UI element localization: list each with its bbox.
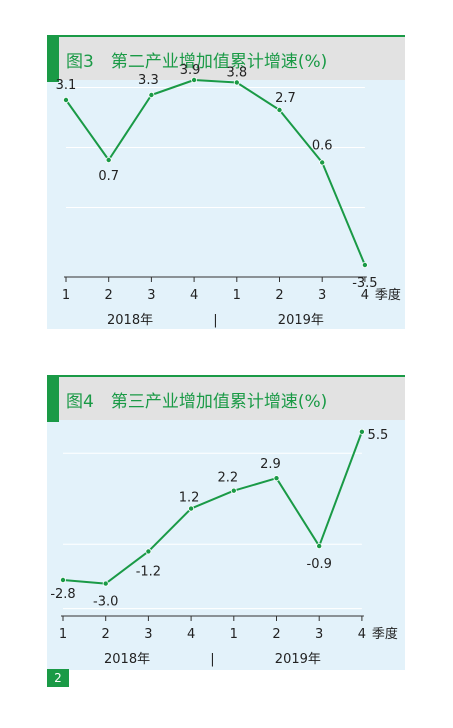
data-label: 5.5 [368,428,389,443]
data-label: -0.9 [307,557,332,572]
data-point [273,475,280,482]
data-label: 3.8 [226,66,247,81]
chart-1-header-accent [47,35,59,82]
x-tick-label: 1 [59,627,67,642]
data-label: 0.7 [98,169,119,184]
data-point [191,77,198,84]
data-label: 2.9 [260,457,281,472]
data-label: -3.5 [352,276,377,291]
chart-2-header: 图4 第三产业增加值累计增速(%) [47,375,405,422]
x-tick-label: 1 [62,288,70,303]
data-point [276,107,283,114]
series-line [62,431,363,585]
x-tick-label: 4 [358,627,366,642]
x-tick-label: 3 [318,288,326,303]
data-label: 2.7 [275,91,296,106]
data-label: 2.2 [217,471,238,486]
data-label: -2.8 [50,587,75,602]
x-tick-label: 4 [361,288,369,303]
x-tick-label: 2 [102,627,110,642]
data-point [316,543,323,550]
data-point [63,97,70,104]
data-point [361,261,368,268]
year-label: 2019年 [278,313,324,328]
page-number: 2 [47,669,69,687]
series-line [65,79,366,266]
year-label: 2018年 [104,652,150,667]
data-point [102,580,109,587]
data-point [60,577,67,584]
chart-2-title: 图4 第三产业增加值累计增速(%) [66,392,328,412]
x-tick-label: 4 [187,627,195,642]
data-label: 3.3 [138,73,159,88]
x-axis-label: 季度 [375,287,401,303]
chart-panel-1: 图3 第二产业增加值累计增速(%) [47,35,405,329]
year-label: 2019年 [275,652,321,667]
data-point [233,79,240,86]
year-separator: | [213,313,217,328]
x-tick-label: 3 [147,288,155,303]
x-axis-label: 季度 [372,626,398,642]
x-tick-label: 4 [190,288,198,303]
chart-1-title: 图3 第二产业增加值累计增速(%) [66,52,328,72]
x-tick-label: 1 [230,627,238,642]
data-point [105,156,112,163]
x-tick-label: 2 [275,288,283,303]
x-tick-label: 2 [105,288,113,303]
year-separator: | [210,652,214,667]
data-point [230,487,237,494]
data-point [319,159,326,166]
chart-2-header-accent [47,375,59,422]
data-point [358,428,365,435]
x-tick-label: 2 [272,627,280,642]
data-point [148,92,155,99]
data-label: 0.6 [312,139,333,154]
x-tick-label: 3 [144,627,152,642]
data-label: 1.2 [179,491,200,506]
data-label: -3.0 [93,595,118,610]
x-tick-label: 3 [315,627,323,642]
chart-panel-2: 图4 第三产业增加值累计增速(%) [47,375,405,670]
data-label: -1.2 [136,564,161,579]
x-tick-label: 1 [233,288,241,303]
data-label: 3.9 [180,63,201,78]
chart-1-header: 图3 第二产业增加值累计增速(%) [47,35,405,82]
year-label: 2018年 [107,313,153,328]
data-label: 3.1 [56,78,77,93]
data-point [145,548,152,555]
data-point [188,505,195,512]
